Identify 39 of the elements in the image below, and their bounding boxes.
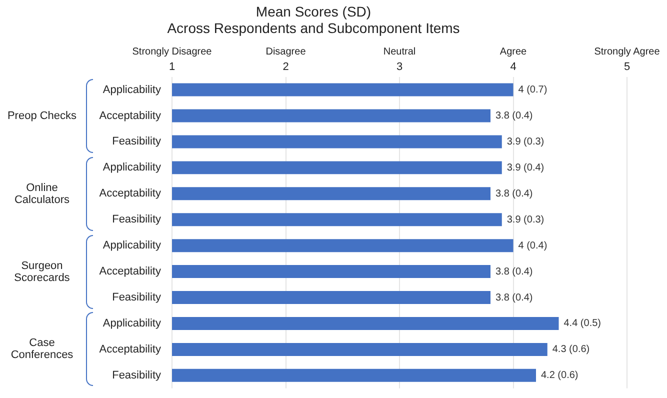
text: Online Calculators	[13, 182, 71, 206]
x-tick-label: 4	[510, 61, 516, 74]
y-tick-label: Feasibility	[112, 369, 162, 382]
text: Disagree	[266, 46, 306, 58]
y-tick-label: Acceptability	[99, 110, 162, 122]
y-tick-label: Applicability	[102, 84, 162, 96]
y-tick-label: Feasibility	[112, 292, 162, 304]
chart-title: Mean Scores (SD) Across Respondents and Subcomponent Items	[167, 3, 460, 36]
text: Case Conferences	[10, 337, 74, 362]
y-tick-label: Applicability	[102, 240, 162, 252]
data-label: 3.8 (0.4)	[496, 110, 533, 122]
y-tick-label: Applicability	[102, 318, 162, 330]
text: Strongly Agree	[594, 46, 660, 58]
data-label: 3.9 (0.3)	[506, 136, 544, 148]
data-label: 3.8 (0.4)	[496, 292, 533, 304]
data-label: 4.4 (0.5)	[564, 318, 601, 330]
text: Preop Checks	[6, 110, 78, 122]
x-tick-label: 5	[624, 61, 630, 74]
data-label: 3.9 (0.3)	[506, 214, 544, 226]
x-tick-label: 2	[282, 61, 289, 74]
data-label: 3.8 (0.4)	[496, 188, 533, 200]
data-label: 3.8 (0.4)	[496, 266, 533, 278]
y-tick-label: Acceptability	[99, 343, 162, 356]
y-tick-label: Acceptability	[99, 188, 162, 200]
text: Agree	[500, 46, 528, 58]
text: Surgeon Scorecards	[13, 260, 71, 284]
y-tick-label: Applicability	[102, 162, 162, 174]
data-label: 3.9 (0.4)	[506, 162, 544, 174]
data-label: 4.2 (0.6)	[541, 370, 578, 382]
x-tick-label: 3	[396, 61, 403, 74]
data-label: 4 (0.4)	[518, 240, 548, 252]
data-label: 4 (0.7)	[518, 84, 548, 96]
data-label: 4.3 (0.6)	[552, 344, 590, 356]
y-tick-label: Feasibility	[112, 214, 162, 226]
text: Strongly Disagree	[132, 46, 212, 58]
x-tick-label: 1	[168, 61, 176, 74]
y-tick-label: Acceptability	[99, 266, 162, 278]
text: Neutral	[383, 46, 416, 58]
y-tick-label: Feasibility	[112, 136, 162, 148]
